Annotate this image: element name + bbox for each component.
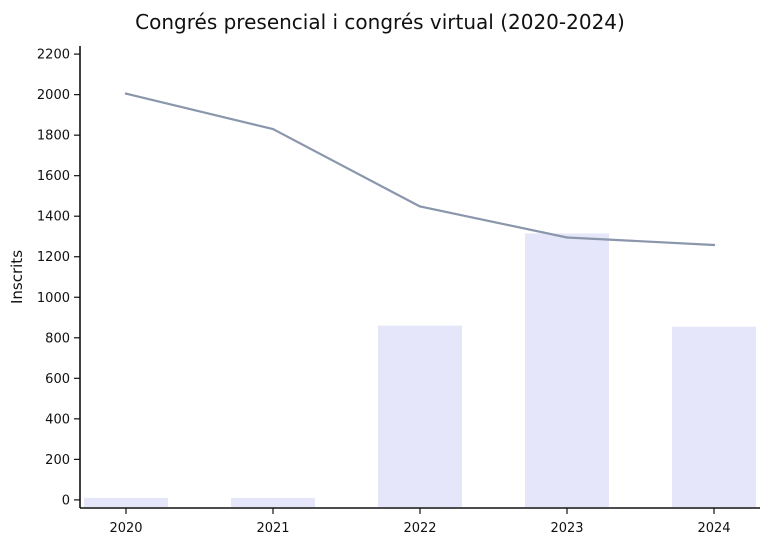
y-tick-label: 1200 [37,250,70,265]
x-axis: 2020 2021 2022 2023 2024 [80,507,760,536]
y-tick-label: 0 [62,493,70,508]
x-tick-label: 2020 [109,521,142,536]
line-point-2024 [712,243,716,247]
line-series [124,92,716,247]
y-axis-title: Inscrits [8,250,26,304]
bar-2023 [525,233,609,507]
x-tick-label: 2024 [697,521,730,536]
bar-2024 [672,326,756,507]
line-point-2021 [271,127,275,131]
y-tick-label: 200 [45,453,70,468]
y-tick-label: 1000 [37,291,70,306]
line-point-2023 [565,236,569,239]
bar-series [84,233,756,507]
bar-2021 [231,497,315,507]
y-tick-label: 2000 [37,88,70,103]
y-tick-label: 800 [45,331,70,346]
y-tick-label: 400 [45,412,70,427]
y-tick-label: 600 [45,372,70,387]
line-point-2020 [124,92,128,95]
y-tick-label: 1400 [37,210,70,225]
x-tick-label: 2022 [403,521,436,536]
y-tick-label: 1600 [37,169,70,184]
x-tick-label: 2021 [256,521,289,536]
y-tick-label: 2200 [37,48,70,63]
y-axis: 0 200 400 600 800 1000 1200 1400 1600 1800 2000 220… [37,46,81,508]
bar-2022 [378,325,462,507]
x-tick-label: 2023 [550,521,583,536]
bar-2020 [84,497,168,507]
chart-title: Congrés presencial i congrés virtual (20… [135,10,625,34]
line-path [125,92,715,247]
line-point-2022 [418,205,422,208]
y-tick-label: 1800 [37,129,70,144]
